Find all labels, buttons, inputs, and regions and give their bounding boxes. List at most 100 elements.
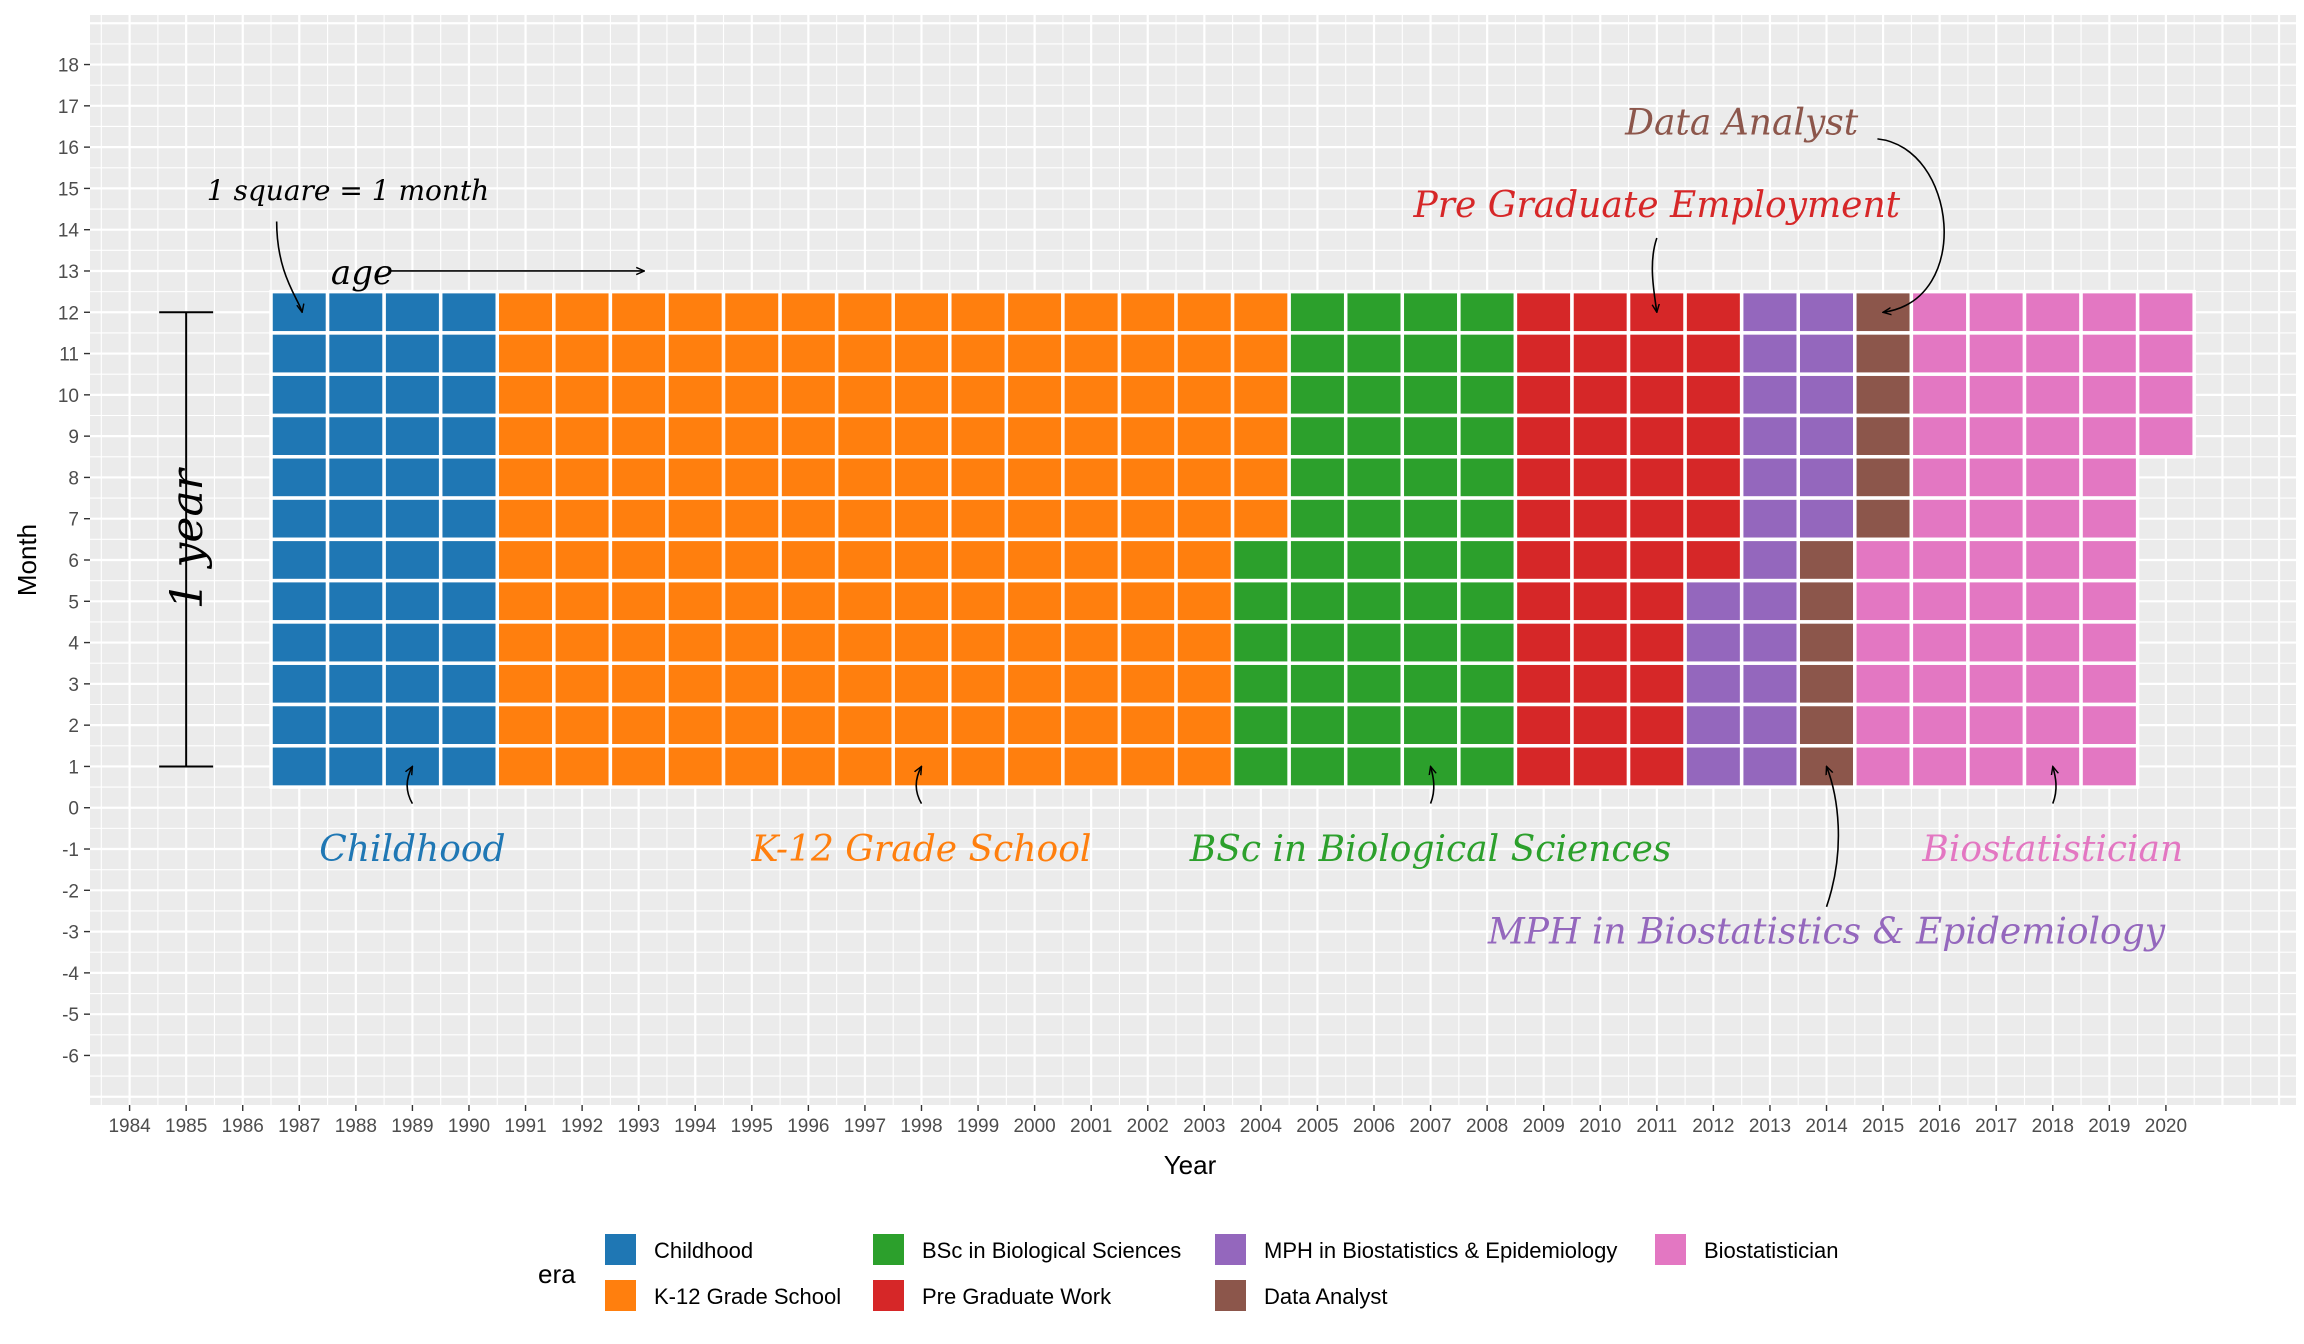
waffle-cell	[665, 289, 726, 335]
waffle-cell	[1796, 413, 1857, 459]
waffle-cell	[552, 372, 613, 418]
x-tick-label: 1988	[335, 1116, 377, 1137]
y-tick-label: -6	[62, 1046, 79, 1067]
waffle-cell	[1683, 289, 1744, 335]
waffle-cell	[1343, 455, 1405, 500]
waffle-cell	[269, 578, 330, 624]
waffle-cell	[269, 331, 330, 376]
waffle-cell	[1909, 744, 1970, 789]
waffle-cell	[382, 331, 443, 376]
waffle-cell	[495, 702, 556, 748]
waffle-cell	[721, 496, 782, 542]
waffle-cell	[665, 455, 726, 500]
waffle-cell	[1909, 372, 1970, 418]
waffle-cell	[552, 331, 613, 376]
waffle-cell	[834, 702, 895, 748]
waffle-cell	[325, 702, 386, 748]
waffle-cell	[438, 331, 500, 376]
y-tick-label: -5	[62, 1005, 79, 1026]
waffle-cell	[1570, 455, 1631, 500]
waffle-cell	[608, 289, 669, 335]
x-tick-label: 2003	[1183, 1116, 1225, 1137]
waffle-cell	[1343, 289, 1405, 335]
waffle-cell	[495, 620, 556, 665]
waffle-cell	[1570, 661, 1631, 707]
waffle-cell	[665, 744, 726, 789]
waffle-cell	[891, 372, 952, 418]
waffle-cell	[665, 661, 726, 707]
waffle-cell	[1570, 537, 1631, 583]
legend-swatch	[1213, 1278, 1248, 1313]
waffle-cell	[1230, 744, 1291, 789]
waffle-cell	[1117, 620, 1178, 665]
waffle-cell	[495, 455, 556, 500]
waffle-cell	[1287, 620, 1348, 665]
waffle-cell	[1853, 578, 1914, 624]
waffle-cell	[608, 372, 669, 418]
waffle-cell	[1966, 578, 2027, 624]
waffle-cell	[665, 413, 726, 459]
era-label: Childhood	[319, 829, 505, 870]
waffle-cell	[665, 372, 726, 418]
waffle-cell	[1061, 661, 1122, 707]
waffle-cell	[778, 578, 839, 624]
waffle-cell	[608, 744, 669, 789]
waffle-cell	[1739, 289, 1800, 335]
waffle-cell	[1966, 620, 2027, 665]
x-axis-title: Year	[1164, 1150, 1217, 1180]
waffle-cell	[269, 455, 330, 500]
waffle-cell	[1570, 744, 1631, 789]
waffle-cell	[1796, 620, 1857, 665]
waffle-cell	[1230, 537, 1291, 583]
x-tick-label: 2006	[1353, 1116, 1395, 1137]
waffle-cell	[721, 578, 782, 624]
x-tick-label: 1993	[618, 1116, 660, 1137]
waffle-cell	[438, 537, 500, 583]
waffle-cell	[834, 744, 895, 789]
waffle-cell	[1004, 331, 1065, 376]
waffle-cell	[1343, 331, 1405, 376]
waffle-cell	[1287, 372, 1348, 418]
waffle-cell	[2079, 331, 2140, 376]
waffle-cell	[2135, 289, 2196, 335]
waffle-cell	[1683, 537, 1744, 583]
waffle-cell	[325, 620, 386, 665]
waffle-cell	[1909, 496, 1970, 542]
legend-label: Data Analyst	[1264, 1284, 1388, 1309]
waffle-cell	[438, 744, 500, 789]
waffle-cell	[382, 578, 443, 624]
y-tick-label: 7	[68, 510, 79, 531]
waffle-cell	[1400, 496, 1461, 542]
waffle-cell	[552, 702, 613, 748]
waffle-cell	[948, 537, 1009, 583]
waffle-cell	[721, 372, 782, 418]
waffle-cell	[1343, 537, 1405, 583]
legend-swatch	[871, 1278, 906, 1313]
waffle-cell	[778, 620, 839, 665]
waffle-cell	[1343, 661, 1405, 707]
waffle-cell	[948, 702, 1009, 748]
waffle-cell	[1457, 537, 1518, 583]
waffle-cell	[1796, 289, 1857, 335]
waffle-cell	[1683, 331, 1744, 376]
y-tick-label: 18	[58, 56, 79, 77]
waffle-cell	[269, 661, 330, 707]
waffle-cell	[948, 289, 1009, 335]
waffle-cell	[2022, 331, 2083, 376]
x-axis: 1984 1985 1986 1987 1988 1989 1990 1991 1992 1993…	[108, 1105, 2187, 1137]
waffle-cell	[1739, 455, 1800, 500]
waffle-cell	[1117, 289, 1178, 335]
waffle-cell	[1117, 331, 1178, 376]
waffle-cell	[1457, 289, 1518, 335]
waffle-cell	[1853, 331, 1914, 376]
waffle-cell	[1230, 661, 1291, 707]
waffle-cell	[269, 537, 330, 583]
waffle-cell	[1853, 496, 1914, 542]
waffle-cell	[1796, 331, 1857, 376]
waffle-cell	[1004, 702, 1065, 748]
x-tick-label: 2002	[1127, 1116, 1169, 1137]
x-tick-label: 1995	[731, 1116, 773, 1137]
legend-swatch	[603, 1278, 638, 1313]
waffle-cell	[1739, 331, 1800, 376]
